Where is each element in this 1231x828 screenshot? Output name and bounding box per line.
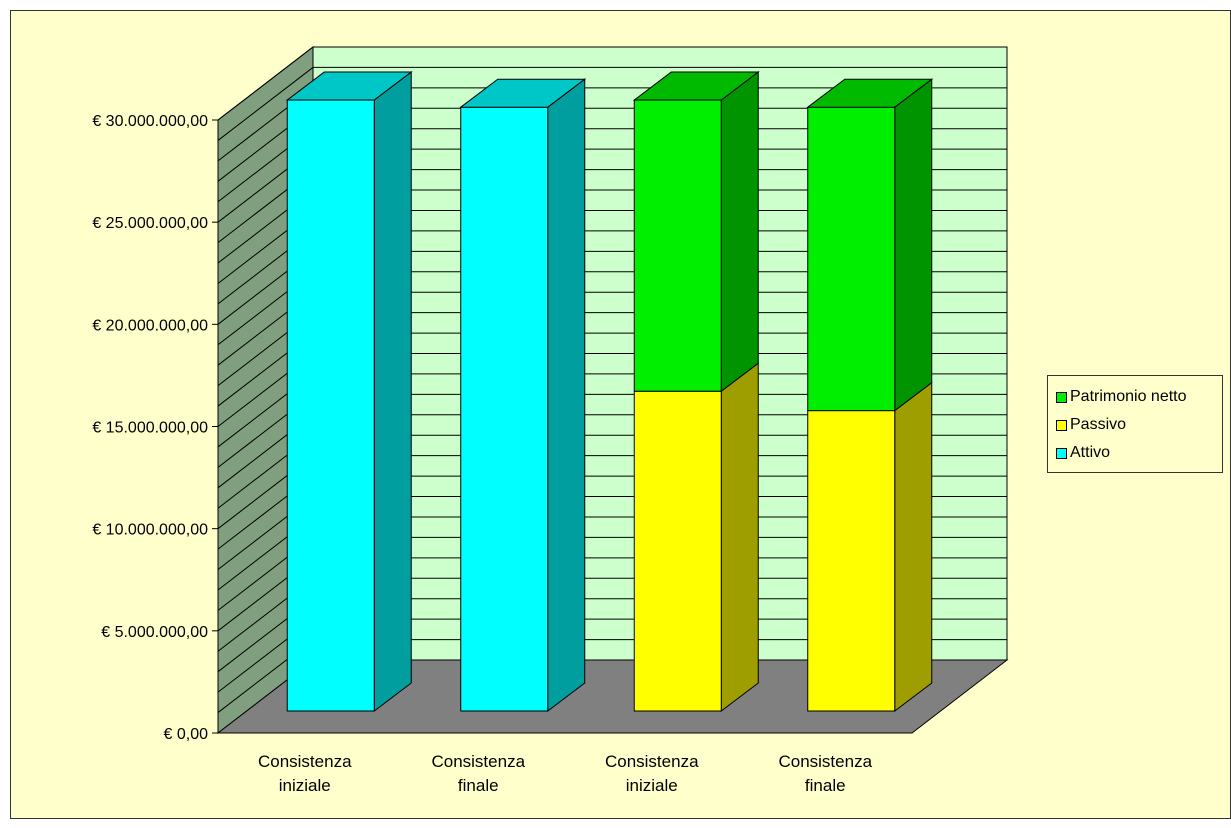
bar-side: [373, 71, 412, 713]
bar-attivo: [285, 71, 413, 713]
legend-item: Attivo: [1056, 439, 1222, 467]
bar-passivo: [807, 381, 933, 713]
legend-item: Passivo: [1056, 411, 1222, 439]
y-tick-label: € 30.000.000,00: [92, 113, 208, 130]
bar-passivo: [633, 362, 759, 713]
bars: [285, 71, 934, 713]
y-tick-label: € 25.000.000,00: [92, 215, 208, 232]
bar-side: [720, 362, 759, 713]
legend-swatch: [1056, 447, 1067, 459]
legend-item: Patrimonio netto: [1056, 383, 1222, 411]
y-tick-label: € 20.000.000,00: [92, 317, 208, 334]
y-tick-label: € 0,00: [164, 726, 209, 743]
x-axis-labels: Consistenza iniziale Consistenza finale Cons…: [258, 752, 873, 795]
y-tick-label: € 5.000.000,00: [101, 624, 208, 641]
bar-patrimonio-netto: [632, 71, 760, 393]
bar-front: [460, 106, 549, 712]
bar-front: [286, 99, 375, 712]
bar-side: [894, 78, 933, 412]
legend-label: Attivo: [1070, 444, 1111, 461]
gridline: [217, 46, 1007, 121]
x-tick-label: iniziale: [626, 776, 678, 795]
y-tick-label: € 10.000.000,00: [92, 522, 208, 539]
bar-side: [547, 78, 586, 713]
bar-patrimonio-netto: [806, 78, 934, 412]
bar-front: [807, 410, 896, 712]
legend-label: Passivo: [1070, 416, 1127, 433]
legend-swatch: [1056, 391, 1067, 403]
y-axis: € 0,00 € 5.000.000,00 € 10.000.000,00 € 15.…: [92, 113, 912, 743]
gridline: [217, 66, 1007, 141]
x-tick-label: finale: [458, 776, 499, 795]
bar-side: [894, 381, 933, 713]
x-tick-label: finale: [805, 776, 846, 795]
bar-front: [807, 106, 896, 412]
x-tick-label: Consistenza: [258, 752, 352, 771]
bar-attivo: [459, 78, 587, 713]
x-tick-label: Consistenza: [431, 752, 525, 771]
bar-side: [720, 71, 759, 393]
legend-label: Patrimonio netto: [1070, 388, 1187, 405]
legend-swatch: [1056, 419, 1067, 431]
bar-top: [285, 71, 413, 101]
bar-top: [459, 78, 587, 108]
x-tick-label: Consistenza: [605, 752, 699, 771]
bar-top: [632, 71, 760, 101]
legend: Patrimonio netto Passivo Attivo: [1047, 375, 1223, 473]
bar-front: [633, 99, 722, 392]
bar-top: [806, 78, 934, 108]
x-tick-label: Consistenza: [778, 752, 872, 771]
bar-front: [633, 390, 722, 712]
x-tick-label: iniziale: [279, 776, 331, 795]
y-tick-label: € 15.000.000,00: [92, 420, 208, 437]
